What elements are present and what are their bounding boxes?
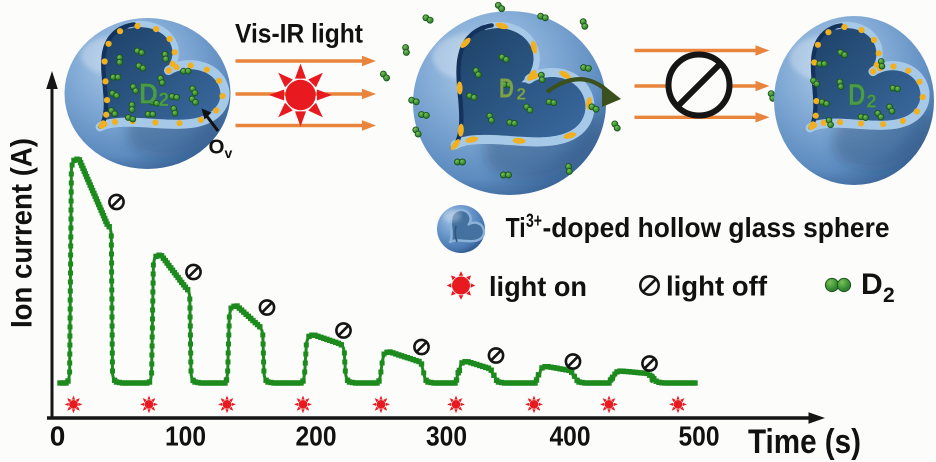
svg-text:D: D — [139, 79, 158, 111]
svg-text:300: 300 — [426, 421, 467, 452]
svg-text:Ion current (A): Ion current (A) — [6, 138, 39, 328]
svg-text:500: 500 — [679, 421, 720, 452]
svg-text:100: 100 — [165, 421, 206, 452]
svg-text:3+: 3+ — [526, 211, 542, 232]
svg-text:400: 400 — [550, 421, 591, 452]
svg-text:2: 2 — [867, 92, 877, 112]
svg-text:D: D — [848, 77, 866, 112]
svg-text:2: 2 — [159, 90, 170, 111]
svg-text:200: 200 — [296, 421, 337, 452]
svg-text:light on: light on — [489, 271, 587, 302]
svg-text:2: 2 — [883, 284, 895, 307]
svg-text:0: 0 — [50, 421, 66, 452]
svg-text:Ti: Ti — [506, 212, 526, 243]
svg-text:light off: light off — [666, 271, 768, 302]
svg-text:Time (s): Time (s) — [748, 423, 861, 461]
svg-text:2: 2 — [517, 85, 526, 104]
svg-text:Vis-IR light: Vis-IR light — [235, 19, 363, 49]
svg-text:D: D — [861, 268, 883, 301]
svg-text:-doped hollow glass sphere: -doped hollow glass sphere — [543, 212, 890, 243]
svg-text:D: D — [499, 73, 514, 104]
